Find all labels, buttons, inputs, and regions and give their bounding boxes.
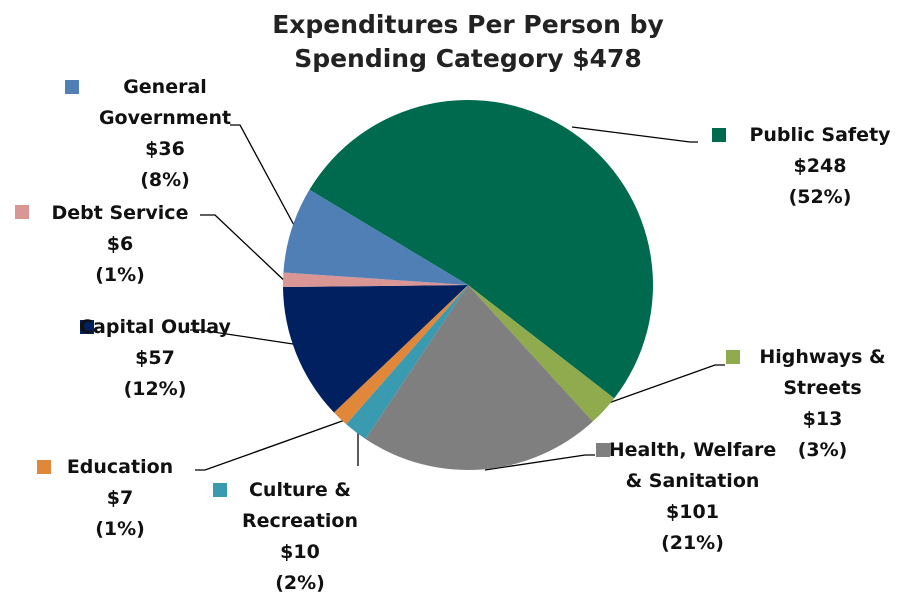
leader-line (602, 364, 725, 406)
legend-swatch (65, 80, 79, 94)
leader-line (190, 329, 334, 351)
legend-swatch (596, 443, 610, 457)
percent-label: (1%) (95, 518, 145, 540)
percent-label: (12%) (123, 378, 187, 400)
legend-swatch (15, 205, 29, 219)
legend-swatch (712, 128, 726, 142)
value-label: $6 (106, 233, 134, 255)
pie-slice (283, 272, 468, 288)
data-label: Capital Outlay $57 (12%) (70, 312, 240, 405)
leader-line (230, 124, 303, 241)
percent-label: (3%) (797, 439, 848, 461)
category-label: Debt Service (51, 202, 189, 224)
data-label: Debt Service $6 (1%) (20, 198, 220, 291)
leader-line (195, 419, 346, 471)
category-label: Culture & Recreation (241, 479, 359, 532)
percent-label: (52%) (788, 186, 852, 208)
category-label: Capital Outlay (79, 316, 231, 338)
legend-swatch (80, 320, 94, 334)
data-label: General Government $36 (8%) (65, 72, 265, 196)
leader-line (200, 214, 290, 286)
category-label: Highways & Streets (759, 346, 886, 399)
data-label: Culture & Recreation $10 (2%) (205, 475, 395, 596)
category-label: Health, Welfare & Sanitation (608, 439, 777, 492)
data-label: Highways & Streets $13 (3%) (735, 342, 910, 466)
leader-lines (190, 124, 725, 471)
data-label: Public Safety $248 (52%) (725, 120, 914, 213)
pie-slice (283, 285, 468, 413)
category-label: General Government (98, 76, 232, 129)
percent-label: (8%) (140, 169, 190, 191)
legend-swatch (213, 483, 227, 497)
value-label: $7 (106, 487, 134, 509)
percent-label: (21%) (661, 532, 724, 554)
pie-slice (346, 285, 468, 440)
value-label: $36 (145, 138, 185, 160)
category-label: Education (66, 456, 174, 478)
category-label: Public Safety (749, 124, 891, 146)
value-label: $101 (666, 501, 719, 523)
value-label: $13 (802, 408, 843, 430)
percent-label: (1%) (95, 264, 145, 286)
pie-slice (283, 189, 468, 285)
value-label: $10 (280, 541, 320, 563)
leader-line (571, 126, 698, 143)
pie-slice (309, 100, 653, 399)
pie-slice (468, 285, 615, 422)
percent-label: (2%) (275, 572, 325, 594)
chart-title: Expenditures Per Person by Spending Cate… (272, 10, 664, 73)
pie-slice (365, 285, 593, 470)
data-label: Health, Welfare & Sanitation $101 (21%) (600, 435, 785, 559)
pie-slice (333, 285, 468, 425)
data-label: Education $7 (1%) (40, 452, 200, 545)
value-label: $57 (135, 347, 175, 369)
value-label: $248 (793, 155, 847, 177)
legend-swatch (37, 460, 51, 474)
legend-swatch (726, 350, 740, 364)
leader-line (484, 454, 595, 471)
